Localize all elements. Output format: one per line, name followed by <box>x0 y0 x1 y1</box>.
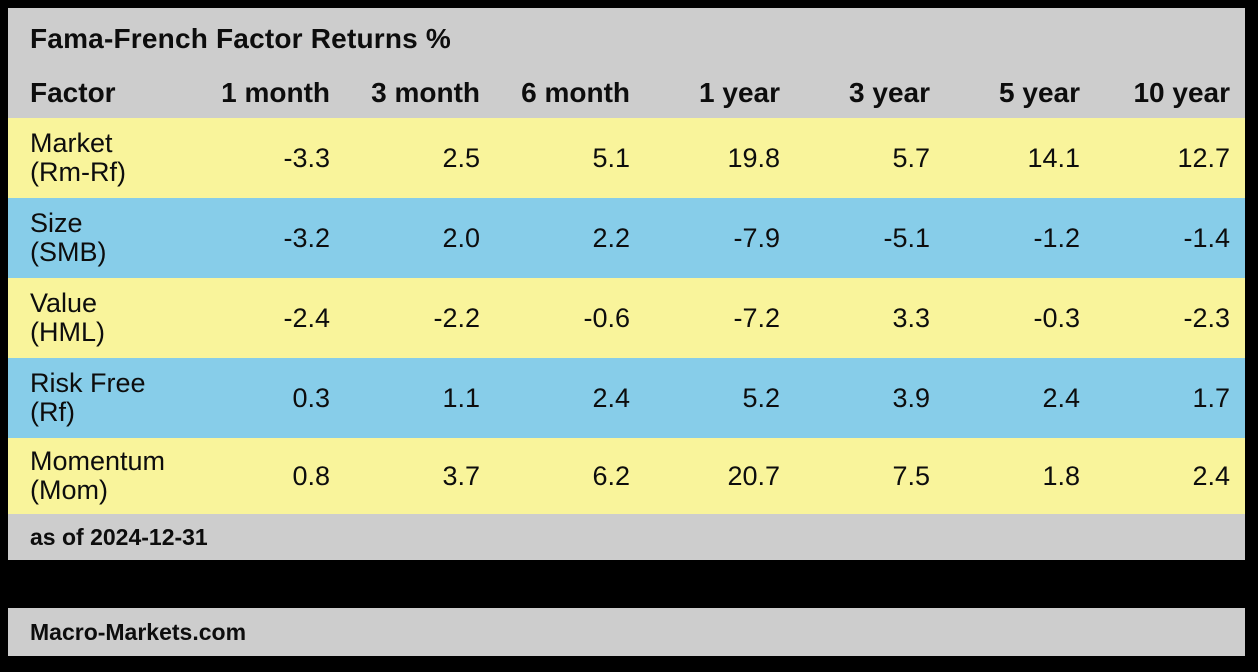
column-header-6-month: 6 month <box>521 77 630 108</box>
as-of-date: as of 2024-12-31 <box>30 523 208 550</box>
value-cell: 6.2 <box>592 460 630 491</box>
value-cell: -1.2 <box>1033 222 1080 253</box>
value-cell: 5.1 <box>592 142 630 173</box>
table-row-value: Value (HML) -2.4 -2.2 -0.6 -7.2 3.3 -0.3… <box>8 278 1245 358</box>
factor-label: Market (Rm-Rf) <box>8 129 195 187</box>
factor-name: Value <box>30 288 98 318</box>
factor-label: Value (HML) <box>8 289 195 347</box>
value-cell: 2.4 <box>592 382 630 413</box>
factor-name: Market <box>30 128 113 158</box>
column-header-10-year: 10 year <box>1133 77 1230 108</box>
value-cell: 7.5 <box>892 460 930 491</box>
value-cell: -0.6 <box>583 302 630 333</box>
factor-code: (Rf) <box>30 397 75 427</box>
table-header-band: Fama-French Factor Returns % Factor 1 mo… <box>8 8 1245 118</box>
value-cell: -7.2 <box>733 302 780 333</box>
value-cell: 2.4 <box>1042 382 1080 413</box>
value-cell: 3.7 <box>442 460 480 491</box>
factor-code: (Rm-Rf) <box>30 157 126 187</box>
factor-name: Risk Free <box>30 368 146 398</box>
value-cell: 3.9 <box>892 382 930 413</box>
column-header-3-year: 3 year <box>849 77 930 108</box>
value-cell: 1.7 <box>1192 382 1230 413</box>
value-cell: 12.7 <box>1177 142 1230 173</box>
value-cell: -2.4 <box>283 302 330 333</box>
value-cell: 1.1 <box>442 382 480 413</box>
value-cell: 5.7 <box>892 142 930 173</box>
factor-label: Momentum (Mom) <box>8 447 195 505</box>
column-header-1-year: 1 year <box>699 77 780 108</box>
table-title: Fama-French Factor Returns % <box>30 23 452 54</box>
value-cell: 1.8 <box>1042 460 1080 491</box>
table-row-market: Market (Rm-Rf) -3.3 2.5 5.1 19.8 5.7 14.… <box>8 118 1245 198</box>
value-cell: 2.0 <box>442 222 480 253</box>
value-cell: 2.5 <box>442 142 480 173</box>
value-cell: -0.3 <box>1033 302 1080 333</box>
value-cell: 19.8 <box>727 142 780 173</box>
column-header-factor: Factor <box>30 77 116 108</box>
as-of-band: as of 2024-12-31 <box>8 514 1245 560</box>
column-header-1-month: 1 month <box>221 77 330 108</box>
factor-label: Size (SMB) <box>8 209 195 267</box>
value-cell: 2.4 <box>1192 460 1230 491</box>
factor-name: Momentum <box>30 446 166 476</box>
table-row-size: Size (SMB) -3.2 2.0 2.2 -7.9 -5.1 -1.2 -… <box>8 198 1245 278</box>
table-row-momentum: Momentum (Mom) 0.8 3.7 6.2 20.7 7.5 1.8 … <box>8 438 1245 514</box>
source-site: Macro-Markets.com <box>30 618 247 645</box>
value-cell: -1.4 <box>1183 222 1230 253</box>
factor-name: Size <box>30 208 83 238</box>
value-cell: -3.3 <box>283 142 330 173</box>
value-cell: -7.9 <box>733 222 780 253</box>
value-cell: 20.7 <box>727 460 780 491</box>
value-cell: -5.1 <box>883 222 930 253</box>
value-cell: 14.1 <box>1027 142 1080 173</box>
value-cell: -3.2 <box>283 222 330 253</box>
value-cell: 3.3 <box>892 302 930 333</box>
factor-code: (Mom) <box>30 475 108 505</box>
column-header-5-year: 5 year <box>999 77 1080 108</box>
column-header-row: Factor 1 month 3 month 6 month 1 year 3 … <box>8 77 1245 118</box>
value-cell: 0.3 <box>292 382 330 413</box>
value-cell: 0.8 <box>292 460 330 491</box>
factor-code: (HML) <box>30 317 105 347</box>
fama-french-table: Fama-French Factor Returns % Factor 1 mo… <box>8 8 1245 656</box>
value-cell: 2.2 <box>592 222 630 253</box>
source-band: Macro-Markets.com <box>8 608 1245 656</box>
value-cell: -2.2 <box>433 302 480 333</box>
divider-gap <box>8 560 1245 608</box>
value-cell: 5.2 <box>742 382 780 413</box>
factor-label: Risk Free (Rf) <box>8 369 195 427</box>
table-row-risk-free: Risk Free (Rf) 0.3 1.1 2.4 5.2 3.9 2.4 1… <box>8 358 1245 438</box>
value-cell: -2.3 <box>1183 302 1230 333</box>
column-header-3-month: 3 month <box>371 77 480 108</box>
factor-code: (SMB) <box>30 237 107 267</box>
